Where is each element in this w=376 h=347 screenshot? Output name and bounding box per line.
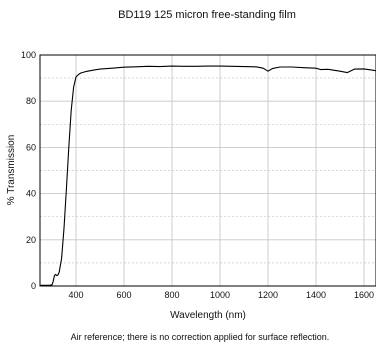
series-layer <box>40 65 376 286</box>
y-axis-ticks: 0 20 40 60 80 100 <box>21 50 36 291</box>
y-tick-label: 100 <box>21 50 36 60</box>
y-tick-label: 0 <box>31 281 36 291</box>
y-tick-label: 80 <box>26 96 36 106</box>
x-tick-label: 400 <box>68 290 83 300</box>
x-tick-label: 800 <box>164 290 179 300</box>
x-tick-label: 1400 <box>306 290 326 300</box>
chart-title: BD119 125 micron free-standing film <box>118 9 296 21</box>
y-tick-label: 60 <box>26 142 36 152</box>
x-tick-label: 1200 <box>258 290 278 300</box>
x-tick-label: 1600 <box>354 290 374 300</box>
x-tick-label: 600 <box>116 290 131 300</box>
plot-frame <box>39 54 376 287</box>
x-axis-label: Wavelength (nm) <box>170 310 246 321</box>
chart-caption: Air reference; there is no correction ap… <box>71 332 330 342</box>
y-tick-label: 20 <box>26 235 36 245</box>
series-line-0 <box>40 65 376 286</box>
grid <box>40 55 376 286</box>
x-tick-label: 1000 <box>210 290 230 300</box>
y-axis-label: % Transmission <box>6 135 17 206</box>
x-axis-ticks: 400 600 800 1000 1200 1400 1600 <box>68 290 374 300</box>
y-tick-label: 40 <box>26 189 36 199</box>
